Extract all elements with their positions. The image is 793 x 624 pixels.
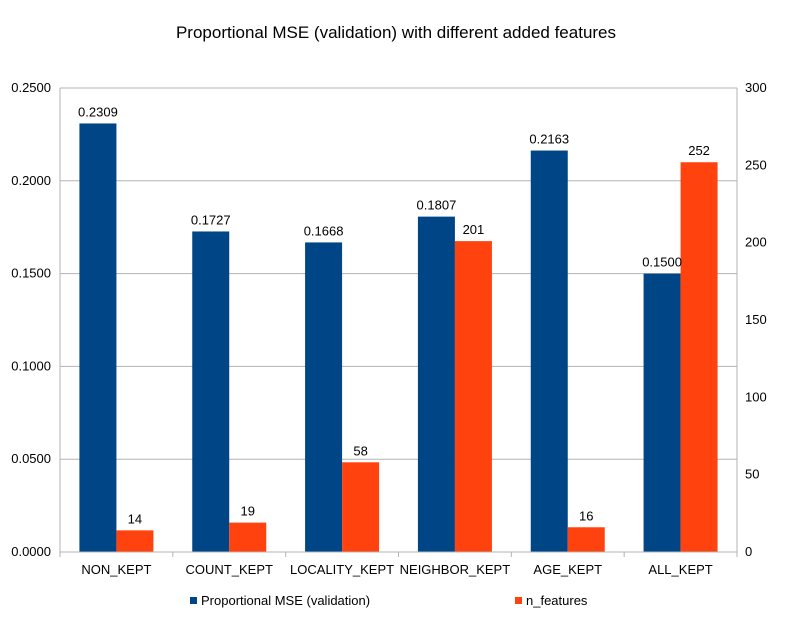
bar-mse — [643, 273, 681, 552]
y-left-tick-label: 0.0000 — [11, 544, 51, 559]
data-label-mse: 0.1807 — [417, 198, 457, 213]
data-label-n-features: 16 — [579, 508, 593, 523]
data-label-n-features: 14 — [128, 511, 142, 526]
bar-n-features — [342, 462, 380, 552]
bar-n-features — [454, 241, 492, 552]
data-label-mse: 0.2309 — [78, 104, 118, 119]
legend-swatch — [515, 597, 522, 604]
bars — [79, 123, 718, 553]
bar-n-features — [116, 530, 154, 552]
x-tick-label: AGE_KEPT — [533, 562, 602, 577]
data-label-n-features: 201 — [463, 222, 485, 237]
data-label-n-features: 58 — [353, 443, 367, 458]
data-label-n-features: 252 — [688, 143, 710, 158]
y-left-tick-label: 0.1500 — [11, 266, 51, 281]
bar-mse — [192, 231, 230, 552]
x-tick-label: NON_KEPT — [81, 562, 151, 577]
bar-mse — [417, 216, 455, 553]
y-right-tick-label: 50 — [745, 467, 759, 482]
legend: Proportional MSE (validation) n_features — [190, 593, 588, 608]
legend-label: n_features — [526, 593, 588, 608]
x-axis: NON_KEPT COUNT_KEPT LOCALITY_KEPT NEIGHBOR_… — [59, 551, 738, 577]
y-right-tick-label: 0 — [745, 544, 752, 559]
bar-n-features — [229, 522, 267, 552]
data-label-mse: 0.1727 — [191, 212, 231, 227]
y-left-tick-label: 0.0500 — [11, 451, 51, 466]
x-tick-label: COUNT_KEPT — [186, 562, 273, 577]
bar-mse — [305, 242, 343, 553]
bar-n-features — [567, 527, 605, 552]
y-right-tick-label: 200 — [745, 235, 767, 250]
bar-n-features — [680, 162, 718, 553]
y-left-tick-label: 0.2000 — [11, 173, 51, 188]
x-tick-label: LOCALITY_KEPT — [290, 562, 394, 577]
data-labels: 0.2309 14 0.1727 19 0.1668 58 0.1807 201 0.2163 1… — [78, 104, 710, 526]
y-left-tick-label: 0.2500 — [11, 80, 51, 95]
bar-mse — [79, 123, 117, 553]
data-label-mse: 0.2163 — [529, 132, 569, 147]
legend-item: Proportional MSE (validation) — [190, 593, 370, 608]
x-tick-label: NEIGHBOR_KEPT — [400, 562, 511, 577]
y-right-tick-label: 300 — [745, 80, 767, 95]
legend-swatch — [190, 597, 197, 604]
y-axis-left: 0.0000 0.0500 0.1000 0.1500 0.2000 0.2500 — [11, 80, 51, 559]
y-right-tick-label: 250 — [745, 157, 767, 172]
gridlines — [59, 87, 738, 553]
data-label-mse: 0.1500 — [642, 255, 682, 270]
y-right-tick-label: 150 — [745, 312, 767, 327]
x-tick-label: ALL_KEPT — [648, 562, 712, 577]
legend-label: Proportional MSE (validation) — [201, 593, 370, 608]
y-right-tick-label: 100 — [745, 389, 767, 404]
legend-item: n_features — [515, 593, 588, 608]
bar-mse — [530, 150, 568, 553]
data-label-n-features: 19 — [241, 504, 255, 519]
y-axis-right: 0 50 100 150 200 250 300 — [745, 80, 767, 559]
chart-title: Proportional MSE (validation) with diffe… — [176, 23, 616, 42]
y-left-tick-label: 0.1000 — [11, 358, 51, 373]
data-label-mse: 0.1668 — [304, 223, 344, 238]
